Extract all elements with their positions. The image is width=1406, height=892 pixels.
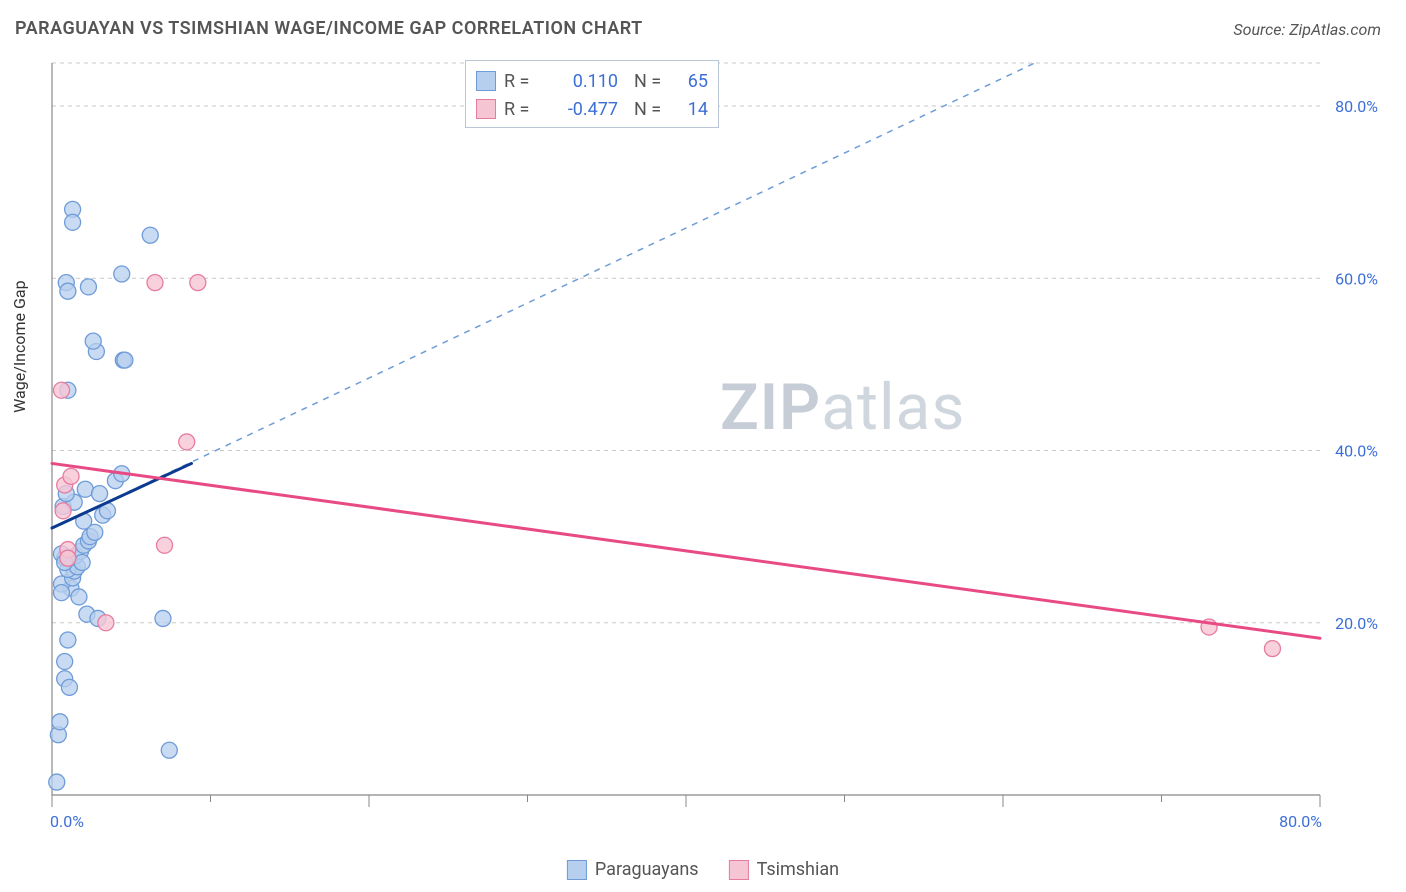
legend-swatch	[567, 860, 587, 880]
chart-container: PARAGUAYAN VS TSIMSHIAN WAGE/INCOME GAP …	[0, 0, 1406, 892]
svg-text:80.0%: 80.0%	[1279, 812, 1322, 831]
r-value: 0.110	[548, 71, 618, 92]
legend-swatch	[729, 860, 749, 880]
n-value: 14	[678, 99, 708, 120]
svg-text:80.0%: 80.0%	[1335, 97, 1378, 116]
n-label: N =	[634, 99, 670, 120]
stat-row: R = 0.110 N = 65	[476, 67, 708, 95]
legend-swatch	[476, 99, 496, 119]
r-label: R =	[504, 99, 540, 120]
legend: Paraguayans Tsimshian	[567, 859, 839, 880]
svg-text:40.0%: 40.0%	[1335, 442, 1378, 461]
n-label: N =	[634, 71, 670, 92]
chart-title: PARAGUAYAN VS TSIMSHIAN WAGE/INCOME GAP …	[15, 18, 643, 39]
n-value: 65	[678, 71, 708, 92]
y-axis-label: Wage/Income Gap	[10, 280, 29, 412]
r-label: R =	[504, 71, 540, 92]
svg-text:20.0%: 20.0%	[1335, 614, 1378, 633]
svg-text:60.0%: 60.0%	[1335, 269, 1378, 288]
r-value: -0.477	[548, 99, 618, 120]
legend-label: Tsimshian	[757, 859, 840, 880]
stat-row: R = -0.477 N = 14	[476, 95, 708, 123]
correlation-stats-box: R = 0.110 N = 65 R = -0.477 N = 14	[465, 60, 719, 128]
legend-label: Paraguayans	[595, 859, 699, 880]
scatter-plot: 0.0% 80.0% 20.0% 40.0% 60.0% 80.0%	[46, 55, 1386, 835]
legend-swatch	[476, 71, 496, 91]
legend-item: Tsimshian	[729, 859, 840, 880]
legend-item: Paraguayans	[567, 859, 699, 880]
svg-text:0.0%: 0.0%	[50, 812, 84, 831]
source-attribution: Source: ZipAtlas.com	[1233, 20, 1381, 39]
